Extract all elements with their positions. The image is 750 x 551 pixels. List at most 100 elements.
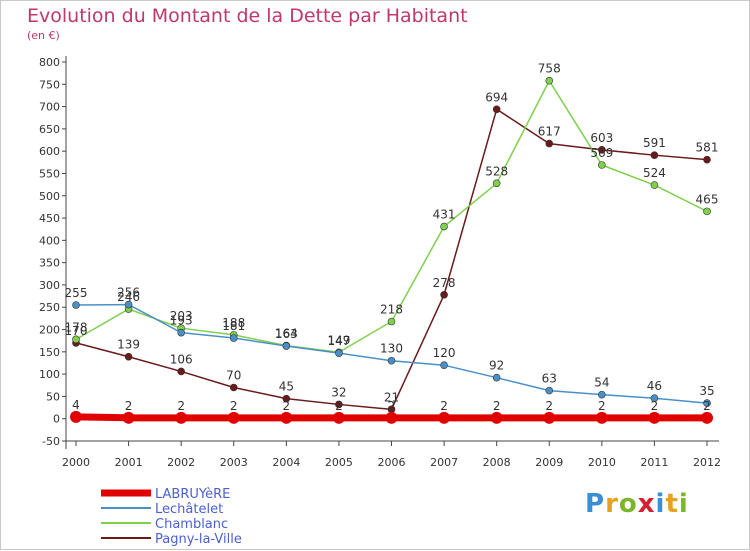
data-label: 2 [125,399,133,413]
data-point [438,411,451,424]
data-label: 70 [226,368,241,382]
data-point [282,342,291,350]
logo-letter: P [585,489,606,519]
legend-label: LABRUYèRE [155,487,230,502]
data-point [70,410,82,423]
data-point [650,394,659,402]
logo-letter: r [605,489,619,519]
y-tick-label: -50 [42,435,60,448]
data-label: 2 [598,399,606,413]
data-point [492,373,501,382]
data-label: 147 [327,334,350,348]
x-tick-label: 2004 [272,456,300,469]
data-point [124,352,133,361]
data-point [650,151,659,159]
data-point [595,411,608,424]
legend-label: Chamblanc [155,517,228,532]
data-label: 203 [170,309,193,323]
data-label: 163 [275,327,298,341]
data-label: 46 [647,379,662,393]
data-point [490,411,503,424]
data-label: 603 [590,131,613,145]
data-label: 528 [485,164,508,178]
y-tick-label: 350 [39,257,60,270]
data-label: 758 [538,62,561,76]
data-point [598,390,606,399]
data-label: 581 [696,141,719,155]
y-tick-label: 650 [39,123,60,136]
data-point [703,399,711,407]
proxiti-logo: Proxiti [585,489,689,519]
logo-letter: i [678,489,689,519]
data-label: 2 [335,399,343,413]
data-label: 2 [388,399,396,413]
data-point [177,367,185,376]
data-point [492,105,501,114]
data-point [545,76,554,85]
data-label: 2 [177,399,185,413]
data-label: 32 [331,385,346,399]
data-point [335,400,343,409]
data-label: 2 [545,399,553,413]
y-tick-label: 800 [39,56,60,69]
y-tick-label: 400 [39,234,60,247]
data-label: 149 [327,333,350,347]
data-label: 35 [699,384,714,398]
data-label: 188 [222,316,245,330]
chart-subtitle: (en €) [27,29,60,42]
data-point [545,139,554,148]
data-point [385,411,398,424]
data-point [72,335,80,344]
data-label: 246 [117,290,140,304]
x-tick-label: 2005 [325,456,353,469]
data-point [703,207,711,216]
data-label: 2 [440,399,448,413]
data-label: 92 [489,359,504,373]
data-label: 617 [538,125,561,139]
x-tick-label: 2010 [588,456,616,469]
data-point [650,181,659,189]
data-label: 106 [170,352,193,366]
legend-label: Lechâtelet [155,502,223,517]
data-point [72,301,80,309]
data-label: 2 [703,399,711,413]
data-point [492,179,501,188]
logo-letter: x [637,489,656,519]
data-point [335,349,343,357]
y-tick-label: 0 [53,413,60,426]
x-tick-label: 2003 [220,456,248,469]
data-point [387,317,396,326]
x-tick-label: 2008 [483,456,511,469]
data-point [648,411,661,424]
data-label: 130 [380,342,403,356]
data-label: 2 [651,399,659,413]
y-tick-label: 600 [39,145,60,158]
data-label: 139 [117,338,140,352]
data-point [387,356,396,365]
data-label: 63 [542,372,557,386]
data-point [177,328,185,337]
data-point [229,334,238,342]
y-tick-label: 200 [39,324,60,337]
data-label: 45 [279,380,294,394]
data-label: 170 [65,324,88,338]
data-label: 2 [493,399,501,413]
data-point [229,383,238,392]
x-tick-label: 2002 [167,456,195,469]
data-point [440,222,448,231]
y-tick-label: 100 [39,368,60,381]
logo-letter: t [665,489,679,519]
data-point [701,411,713,424]
x-tick-label: 2012 [693,456,721,469]
data-label: 21 [384,390,399,404]
data-point [227,411,240,424]
data-point [440,290,448,299]
data-point [598,161,606,169]
x-tick-label: 2000 [62,456,90,469]
data-label: 218 [380,303,403,317]
data-label: 694 [485,90,508,104]
data-label: 591 [643,136,666,150]
x-tick-label: 2009 [535,456,563,469]
